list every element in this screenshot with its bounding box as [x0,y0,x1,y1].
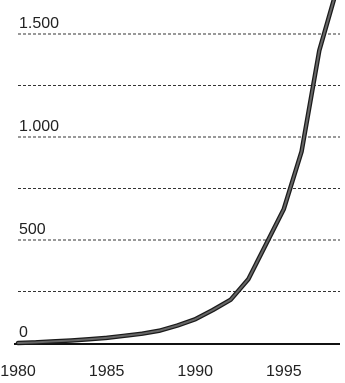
y-tick-label: 500 [19,221,46,238]
y-tick-label: 1.500 [19,15,59,32]
x-tick-label: 1980 [0,363,36,380]
y-tick-label: 1.000 [19,118,59,135]
x-tick-label: 1995 [266,363,302,380]
x-tick-labels: 1980 1985 1990 1995 [0,363,302,380]
grid-lines [18,33,340,292]
x-tick-label: 1990 [177,363,213,380]
series-line [17,0,335,344]
y-tick-labels: 0 500 1.000 1.500 [19,15,59,341]
x-tick-label: 1985 [89,363,125,380]
series-layer [15,0,337,346]
y-tick-label: 0 [19,324,28,341]
